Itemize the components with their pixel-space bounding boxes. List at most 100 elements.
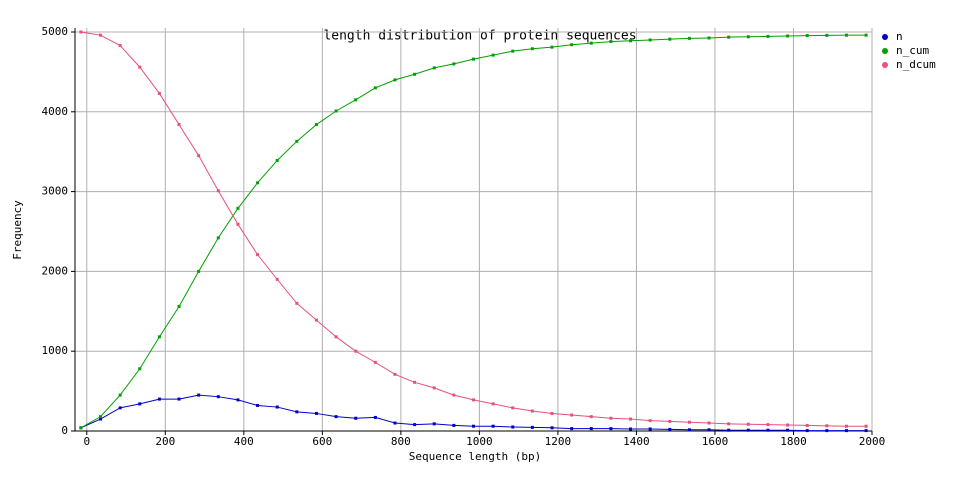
point [570,413,574,417]
point [511,425,515,429]
point [491,424,495,428]
point [236,398,240,402]
point [393,78,397,82]
point [530,425,534,429]
legend-label: n_dcum [896,58,936,71]
point [707,36,711,40]
point [668,427,672,431]
legend-marker [882,48,888,54]
point [452,393,456,397]
point [256,181,260,185]
point [373,415,377,419]
point [432,422,436,426]
point [825,424,829,428]
point [844,33,848,37]
point [648,419,652,423]
point [511,49,515,53]
point [197,154,201,158]
y-tick-label: 5000 [42,25,69,38]
point [373,86,377,90]
point [805,34,809,38]
point [844,429,848,433]
point [786,34,790,38]
legend-marker [882,34,888,40]
point [216,395,220,399]
x-tick-label: 800 [391,435,411,448]
x-tick-label: 400 [234,435,254,448]
point [727,422,731,426]
point [177,123,181,127]
point [79,426,83,430]
point [295,301,299,305]
chart-title: length distribution of protein sequences [323,29,636,44]
point [570,427,574,431]
point [707,428,711,432]
legend-label: n_cum [896,44,929,57]
point [275,277,279,281]
point [157,335,161,339]
point [354,349,358,353]
point [472,424,475,428]
point [334,415,338,419]
x-tick-label: 1200 [545,435,572,448]
point [216,189,220,193]
point [805,423,809,427]
point [256,403,260,407]
point [491,402,495,406]
point [609,427,613,431]
point [668,419,672,423]
point [570,43,574,47]
point [256,253,260,257]
point [550,45,554,49]
point [609,416,613,420]
point [472,57,475,61]
point [687,420,691,424]
point [766,34,770,38]
point [157,91,161,95]
x-tick-label: 0 [83,435,90,448]
point [79,30,83,34]
point [314,411,318,415]
point [157,397,161,401]
point [236,206,240,210]
point [629,427,633,431]
point [805,429,809,433]
point [452,423,456,427]
x-tick-label: 2000 [859,435,886,448]
point [864,33,868,37]
x-tick-label: 200 [155,435,175,448]
point [275,405,279,409]
point [825,33,829,37]
point [138,367,142,371]
point [275,158,279,162]
point [314,123,318,127]
series-line [80,31,867,427]
point [550,411,554,415]
point [707,421,711,425]
point [727,35,731,39]
point [609,40,613,44]
point [648,427,652,431]
point [354,416,358,420]
point [844,424,848,428]
point [727,428,731,432]
x-axis-label: Sequence length (bp) [409,450,541,463]
point [314,318,318,322]
point [530,47,534,51]
point [432,66,436,70]
point [648,38,652,42]
x-tick-label: 600 [312,435,332,448]
point [746,428,750,432]
point [472,398,475,402]
point [334,109,338,113]
point [687,36,691,40]
point [118,393,122,397]
point [825,429,829,433]
point [589,415,593,419]
point [629,39,633,43]
point [295,410,299,414]
point [413,72,417,76]
point [746,35,750,39]
y-tick-label: 4000 [42,105,69,118]
